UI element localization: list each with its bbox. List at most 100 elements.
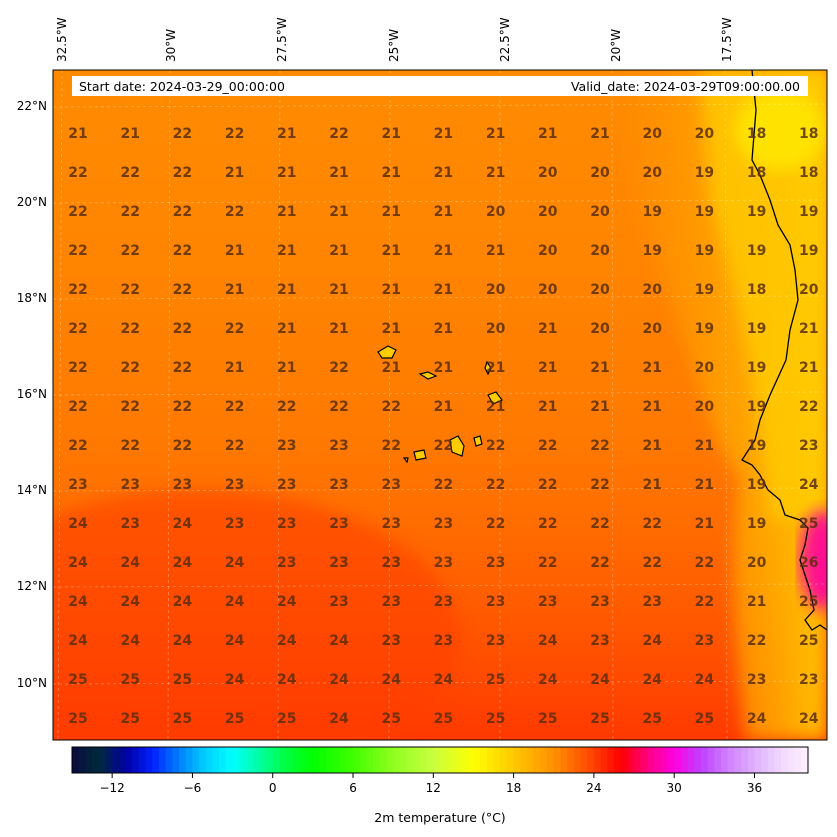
temperature-value: 21	[590, 399, 609, 415]
temperature-value: 22	[486, 516, 505, 532]
temperature-value: 20	[486, 321, 506, 337]
temperature-value: 22	[695, 555, 714, 571]
temperature-value: 23	[381, 477, 400, 493]
temperature-value: 22	[225, 321, 244, 337]
colorbar-swatch	[413, 747, 421, 773]
colorbar-swatch	[346, 747, 354, 773]
temperature-value: 24	[173, 594, 193, 610]
temperature-value: 23	[642, 594, 661, 610]
temperature-value: 24	[277, 672, 297, 688]
colorbar-swatch	[393, 747, 401, 773]
colorbar-swatch	[138, 747, 147, 773]
temperature-value: 19	[695, 282, 714, 298]
colorbar-swatch	[486, 747, 495, 773]
temperature-value: 21	[381, 321, 400, 337]
colorbar-tick-label: 6	[349, 781, 357, 795]
colorbar-swatch	[245, 747, 254, 773]
colorbar-swatch	[112, 747, 120, 773]
temperature-value: 22	[173, 360, 192, 376]
temperature-value: 23	[329, 594, 348, 610]
temperature-value: 18	[799, 165, 818, 181]
temperature-value: 21	[277, 282, 296, 298]
temperature-value: 23	[434, 594, 453, 610]
temperature-value: 21	[642, 399, 661, 415]
temperature-value: 19	[747, 516, 766, 532]
temperature-value: 19	[695, 204, 714, 220]
colorbar-swatch	[172, 747, 180, 773]
temperature-value: 26	[799, 555, 818, 571]
temperature-value: 21	[381, 243, 400, 259]
temperature-value: 22	[173, 204, 192, 220]
temperature-value: 21	[277, 321, 296, 337]
colorbar-swatch	[239, 747, 247, 773]
temperature-value: 22	[329, 126, 348, 142]
colorbar-swatch	[781, 747, 789, 773]
temperature-value: 19	[747, 243, 766, 259]
temperature-value: 22	[225, 204, 244, 220]
temperature-value: 22	[173, 165, 192, 181]
colorbar-swatch	[460, 747, 468, 773]
colorbar-swatch	[152, 747, 160, 773]
colorbar-swatch	[312, 747, 321, 773]
temperature-value: 25	[642, 711, 661, 727]
temperature-value: 24	[173, 516, 193, 532]
latitude-label: 10°N	[17, 676, 47, 690]
colorbar-tick-label: −6	[184, 781, 202, 795]
colorbar-swatch	[319, 747, 327, 773]
temperature-value: 20	[590, 282, 610, 298]
colorbar-swatch	[266, 747, 274, 773]
colorbar-swatch	[547, 747, 555, 773]
temperature-value: 21	[277, 165, 296, 181]
temperature-value: 22	[120, 438, 139, 454]
temperature-value: 24	[68, 555, 88, 571]
colorbar-tick-label: 18	[506, 781, 521, 795]
temperature-value: 19	[799, 243, 818, 259]
colorbar-swatch	[660, 747, 669, 773]
temperature-value: 25	[277, 711, 296, 727]
colorbar-swatch	[192, 747, 200, 773]
colorbar-tick-label: 24	[586, 781, 601, 795]
temperature-value: 22	[381, 399, 400, 415]
colorbar-tick-label: 36	[747, 781, 762, 795]
temperature-value: 19	[747, 321, 766, 337]
colorbar-swatch	[767, 747, 776, 773]
temperature-value: 24	[538, 672, 558, 688]
colorbar-swatch	[259, 747, 267, 773]
colorbar-swatch	[326, 747, 334, 773]
colorbar-swatch	[620, 747, 628, 773]
colorbar-swatch	[747, 747, 756, 773]
temperature-value: 25	[799, 633, 818, 649]
colorbar-swatch	[332, 747, 341, 773]
temperature-value: 23	[329, 516, 348, 532]
temperature-value: 20	[486, 282, 506, 298]
colorbar-swatch	[493, 747, 501, 773]
temperature-value: 23	[381, 516, 400, 532]
temperature-value: 21	[695, 438, 714, 454]
temperature-value: 22	[120, 360, 139, 376]
temperature-value: 24	[68, 594, 88, 610]
colorbar-swatch	[386, 747, 394, 773]
temperature-value: 25	[434, 711, 453, 727]
temperature-value: 24	[68, 516, 88, 532]
temperature-value: 24	[277, 594, 297, 610]
temperature-value: 21	[225, 165, 244, 181]
temperature-value: 24	[642, 633, 662, 649]
temperature-value: 25	[68, 711, 87, 727]
temperature-value: 18	[747, 165, 766, 181]
temperature-value: 21	[434, 126, 453, 142]
colorbar-swatch	[727, 747, 735, 773]
temperature-value: 21	[590, 126, 609, 142]
temperature-value: 21	[486, 360, 505, 376]
temperature-value: 23	[277, 477, 296, 493]
colorbar-swatch	[707, 747, 715, 773]
temperature-value: 25	[486, 711, 505, 727]
colorbar-swatch	[353, 747, 361, 773]
temperature-value: 20	[642, 165, 662, 181]
colorbar-swatch	[212, 747, 220, 773]
temperature-value: 22	[225, 126, 244, 142]
temperature-value: 20	[486, 204, 506, 220]
colorbar-swatch	[520, 747, 528, 773]
temperature-value: 20	[695, 126, 715, 142]
temperature-value: 24	[225, 555, 245, 571]
temperature-value: 20	[538, 165, 558, 181]
